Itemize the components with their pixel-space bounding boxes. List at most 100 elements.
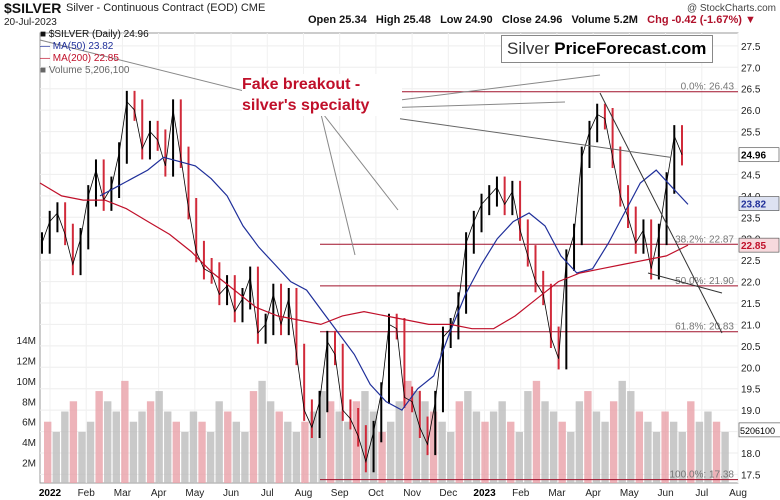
volume-bar xyxy=(567,431,575,483)
volume-bar xyxy=(326,401,335,483)
volume-bar xyxy=(669,421,678,483)
volume-tick-label: 2M xyxy=(22,459,36,470)
volume-bar xyxy=(378,431,386,483)
volume-bar xyxy=(198,421,206,483)
volume-bar xyxy=(86,421,95,483)
volume-bar xyxy=(695,421,704,483)
y-tick-label: 19.5 xyxy=(741,385,761,396)
volume-bar xyxy=(52,431,60,483)
volume-bar xyxy=(575,401,584,483)
volume-bar xyxy=(489,411,498,483)
volume-bar xyxy=(215,401,223,483)
fib-label: 50.0%: 21.90 xyxy=(675,276,734,287)
open-value: Open 25.34 xyxy=(308,14,367,26)
ohlc-readout: Open 25.34 High 25.48 Low 24.90 Close 24… xyxy=(308,14,756,26)
ma50-price-tag-box xyxy=(738,196,780,211)
annotation-line2: silver's specialty xyxy=(242,97,370,114)
volume-bar xyxy=(266,401,275,483)
volume-bar xyxy=(172,421,180,483)
legend-ma200: — MA(200) 22.85 xyxy=(40,53,119,64)
volume-last-label: 5206100 xyxy=(740,426,775,436)
x-tick-label: Jun xyxy=(658,488,674,499)
x-tick-label: Dec xyxy=(439,488,457,499)
volume-bar xyxy=(704,411,712,483)
volume-bar xyxy=(532,380,541,483)
fib-label: 0.0%: 26.43 xyxy=(681,82,735,93)
x-tick-label: Jul xyxy=(261,488,274,499)
volume-bar xyxy=(661,411,669,483)
y-tick-label: 26.5 xyxy=(741,85,761,96)
volume-bar xyxy=(155,391,163,483)
high-value: High 25.48 xyxy=(375,14,431,26)
volume-bar xyxy=(635,411,644,483)
volume-bar xyxy=(687,401,695,483)
y-tick-label: 25.5 xyxy=(741,128,761,139)
volume-bar xyxy=(498,401,506,483)
fib-label: 61.8%: 20.83 xyxy=(675,322,734,333)
volume-bar xyxy=(249,391,258,483)
volume-bar xyxy=(438,421,446,483)
volume-bar xyxy=(524,391,532,483)
volume-bar xyxy=(387,421,395,483)
y-tick-label: 24.5 xyxy=(741,170,761,181)
volume-bar xyxy=(138,411,146,483)
volume-bar xyxy=(344,421,352,483)
volume-bar xyxy=(95,391,103,483)
y-tick-label: 23.5 xyxy=(741,213,761,224)
fib-label: 100.0%: 17.38 xyxy=(670,470,735,481)
close-value: Close 24.96 xyxy=(501,14,563,26)
brand-logo: Silver PriceForecast.com xyxy=(501,35,713,63)
volume-bar xyxy=(464,391,472,483)
volume-value: Volume 5.2M xyxy=(571,14,638,26)
volume-bar xyxy=(284,421,292,483)
volume-bar xyxy=(224,411,232,483)
chart-legend: ■ $SILVER (Daily) 24.96 — MA(50) 23.82 —… xyxy=(40,29,149,77)
volume-bar xyxy=(301,421,309,483)
volume-bar xyxy=(721,431,729,483)
low-value: Low 24.90 xyxy=(440,14,493,26)
x-tick-label: Jun xyxy=(223,488,239,499)
volume-bar xyxy=(181,431,189,483)
volume-tick-label: 8M xyxy=(22,397,36,408)
volume-bar xyxy=(627,391,635,483)
quote-date: 20-Jul-2023 xyxy=(4,17,57,28)
symbol-title: $SILVER xyxy=(4,0,62,16)
fib-label: 38.2%: 22.87 xyxy=(675,234,734,245)
volume-bar xyxy=(292,431,301,483)
volume-bar xyxy=(44,421,52,483)
ma200-price-tag: 22.85 xyxy=(741,241,766,252)
volume-bar xyxy=(241,431,249,483)
volume-bar xyxy=(275,411,283,483)
y-tick-label: 22.5 xyxy=(741,256,761,267)
volume-bar xyxy=(352,401,361,483)
volume-bar xyxy=(644,421,652,483)
volume-bar xyxy=(206,431,215,483)
volume-bar xyxy=(652,431,661,483)
volume-bar xyxy=(429,411,438,483)
volume-bar xyxy=(584,391,592,483)
ma200-line xyxy=(39,182,689,330)
y-tick-label: 26.0 xyxy=(741,106,761,117)
last-price-tag: 24.96 xyxy=(741,151,766,162)
x-tick-label: Sep xyxy=(331,488,349,499)
y-tick-label: 20.5 xyxy=(741,342,761,353)
volume-bar xyxy=(421,401,429,483)
volume-bar xyxy=(104,401,112,483)
volume-bar xyxy=(335,411,343,483)
volume-tick-label: 14M xyxy=(17,336,36,347)
x-tick-label: 2022 xyxy=(39,488,62,499)
legend-main: ■ $SILVER (Daily) 24.96 xyxy=(40,29,149,40)
volume-bar xyxy=(678,431,686,483)
x-tick-label: Aug xyxy=(729,488,747,499)
x-tick-label: Oct xyxy=(368,488,384,499)
brand-left: Silver xyxy=(507,39,550,58)
volume-bar xyxy=(549,411,558,483)
x-tick-label: Apr xyxy=(585,488,601,499)
volume-bar xyxy=(69,401,78,483)
x-tick-label: Feb xyxy=(512,488,530,499)
volume-bar xyxy=(129,421,138,483)
x-tick-label: Nov xyxy=(403,488,421,499)
volume-bar xyxy=(472,411,481,483)
brand-right: PriceForecast.com xyxy=(554,39,707,58)
volume-last-box xyxy=(738,422,780,438)
